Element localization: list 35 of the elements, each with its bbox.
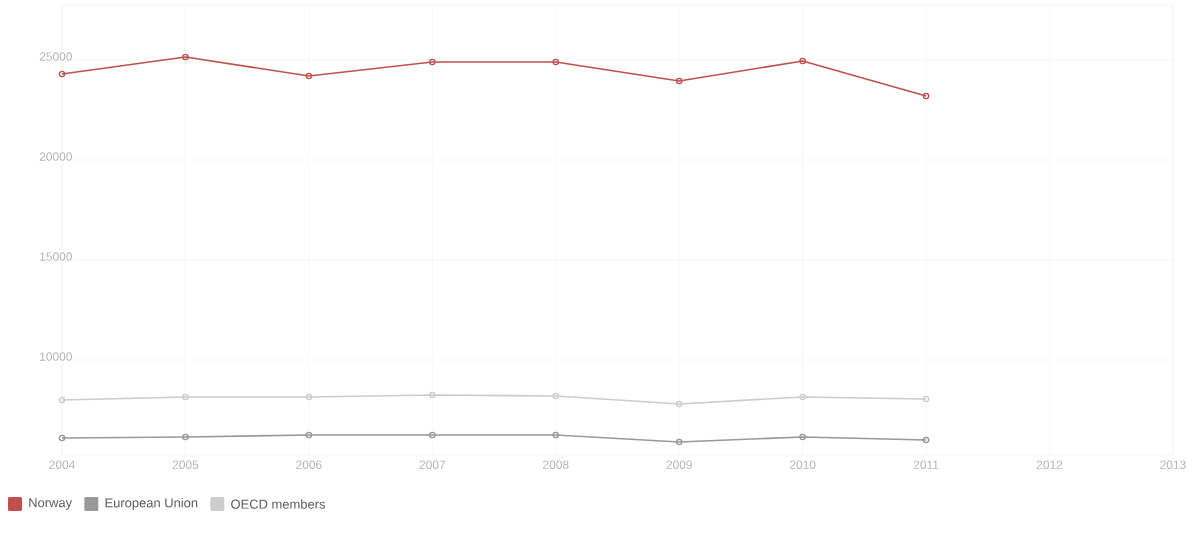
y-tick-label: 25000 — [39, 52, 72, 61]
point — [552, 392, 560, 400]
point — [675, 77, 683, 85]
x-tick-label: 2013 — [1160, 460, 1186, 469]
point — [429, 58, 436, 66]
point — [675, 400, 683, 408]
point — [429, 431, 436, 439]
x-tick-label: 2009 — [666, 460, 692, 469]
legend-label: Norway — [29, 498, 73, 510]
point — [675, 438, 683, 446]
x-tick-label: 2010 — [789, 460, 816, 469]
point — [305, 393, 313, 401]
x-tick-label: 2006 — [296, 460, 322, 469]
legend-label: OECD members — [231, 499, 326, 509]
point — [305, 72, 313, 80]
point — [552, 431, 560, 439]
x-tick-label: 2007 — [419, 460, 446, 469]
x-tick-label: 2011 — [913, 460, 939, 469]
y-tick-label: 10000 — [40, 352, 72, 361]
legend-label: European Union — [105, 497, 198, 511]
y-tick-label: 15000 — [40, 252, 72, 261]
point — [429, 391, 436, 399]
y-tick-label: 20000 — [39, 152, 72, 161]
point — [799, 433, 806, 441]
point — [305, 431, 313, 439]
point — [799, 393, 806, 401]
x-tick-label: 2004 — [49, 460, 75, 469]
point — [182, 433, 189, 441]
point — [552, 58, 560, 66]
x-tick-label: 2012 — [1036, 460, 1063, 469]
x-tick-label: 2005 — [172, 460, 199, 469]
point — [182, 53, 189, 61]
point — [182, 393, 189, 401]
x-tick-label: 2008 — [543, 460, 569, 469]
point — [799, 57, 806, 65]
